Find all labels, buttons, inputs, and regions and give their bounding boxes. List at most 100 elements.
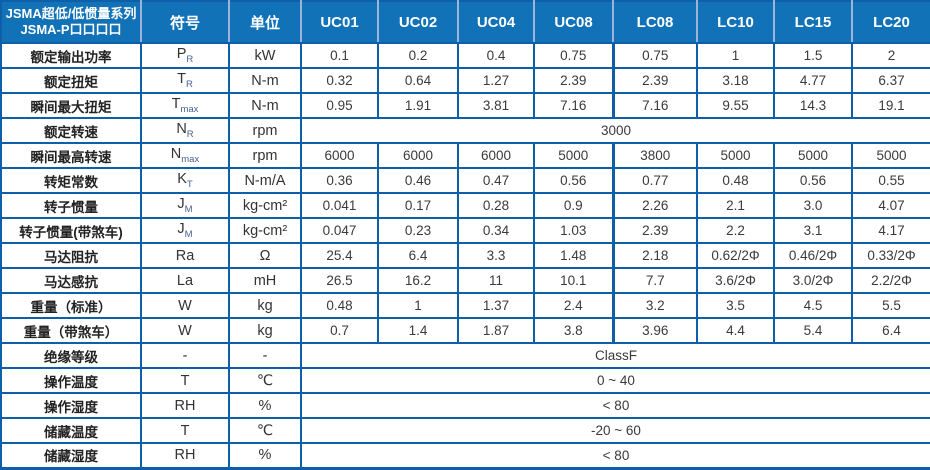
symbol-subscript: M [184, 203, 193, 215]
cell-lc08: 0.77 [611, 167, 698, 194]
cell-lc08: 2.39 [611, 217, 698, 244]
row-symbol: T [140, 367, 230, 394]
row-label: 额定扭矩 [0, 67, 142, 94]
cell-lc10: 2.1 [696, 192, 775, 219]
cell-lc10: 5000 [696, 142, 775, 169]
column-header-lc20: LC20 [851, 1, 930, 44]
table-row: 转矩常数 KT N-m/A 0.36 0.46 0.47 0.56 0.77 0.48 0.56 0… [0, 167, 930, 194]
cell-lc15: 4.5 [773, 292, 853, 319]
table-body: 额定输出功率 PR kW 0.1 0.2 0.4 0.75 0.75 1 1.5 2 额定扭矩 TR N-… [0, 42, 930, 469]
row-label: 储藏温度 [0, 417, 142, 444]
cell-lc10: 3.18 [696, 67, 775, 94]
row-label: 绝缘等级 [0, 342, 142, 369]
row-unit: % [228, 392, 302, 419]
cell-uc02: 0.64 [377, 67, 459, 94]
cell-uc04: 1.37 [457, 292, 535, 319]
row-merged-value: -20 ~ 60 [300, 417, 930, 444]
cell-lc08: 3.2 [611, 292, 698, 319]
row-merged-value: 0 ~ 40 [300, 367, 930, 394]
cell-uc08: 10.1 [533, 267, 614, 294]
cell-uc02: 0.2 [377, 42, 459, 69]
cell-lc20: 0.33/2Φ [851, 242, 930, 269]
row-symbol: W [140, 292, 230, 319]
row-symbol: JM [140, 192, 230, 219]
cell-lc10: 3.5 [696, 292, 775, 319]
cell-lc08: 7.16 [611, 92, 698, 119]
series-title: JSMA超低/低惯量系列 JSMA-P口口口口 [0, 1, 141, 44]
row-symbol: Tmax [140, 92, 230, 119]
row-merged-value: 3000 [300, 117, 930, 144]
column-header-lc10: LC10 [696, 1, 774, 44]
cell-uc01: 0.95 [300, 92, 379, 119]
row-symbol: - [140, 342, 230, 369]
cell-uc04: 3.3 [457, 242, 535, 269]
table-row: 马达阻抗 Ra Ω 25.4 6.4 3.3 1.48 2.18 0.62/2Φ 0.46/2Φ 0… [0, 242, 930, 269]
cell-lc20: 4.17 [851, 217, 930, 244]
cell-lc20: 2.2/2Φ [851, 267, 930, 294]
row-symbol: NR [140, 117, 230, 144]
cell-uc04: 11 [457, 267, 535, 294]
row-symbol: Ra [140, 242, 230, 269]
row-symbol: TR [140, 67, 230, 94]
cell-uc04: 0.4 [457, 42, 535, 69]
row-unit: N-m [228, 92, 302, 119]
row-unit: kg [228, 292, 302, 319]
column-header-uc04: UC04 [457, 1, 534, 44]
cell-uc02: 16.2 [377, 267, 459, 294]
row-label: 额定转速 [0, 117, 142, 144]
table-row: 储藏湿度 RH% < 80 [0, 442, 930, 469]
row-merged-value: ClassF [300, 342, 930, 369]
row-symbol: RH [140, 392, 230, 419]
row-unit: kW [228, 42, 302, 69]
cell-uc04: 0.47 [457, 167, 535, 194]
table-row: 转子惯量 JM kg-cm² 0.041 0.17 0.28 0.9 2.26 2.1 3.0 4.… [0, 192, 930, 219]
column-header-unit: 单位 [228, 1, 301, 44]
cell-lc20: 2 [851, 42, 930, 69]
cell-uc02: 6000 [377, 142, 459, 169]
column-header-uc01: UC01 [300, 1, 378, 44]
row-symbol: PR [140, 42, 230, 69]
row-unit: rpm [228, 142, 302, 169]
table-header: JSMA超低/低惯量系列 JSMA-P口口口口 符号 单位 UC01 UC02 UC… [0, 1, 930, 44]
column-header-symbol: 符号 [140, 1, 229, 44]
cell-uc04: 0.34 [457, 217, 535, 244]
cell-lc10: 1 [696, 42, 775, 69]
symbol-subscript: M [184, 228, 193, 240]
table-row: 绝缘等级 - - ClassF [0, 342, 930, 369]
row-label: 转子惯量(带煞车) [0, 217, 142, 244]
table-row: 额定转速 NR rpm 3000 [0, 117, 930, 144]
cell-lc08: 2.26 [611, 192, 698, 219]
symbol-subscript: R [186, 128, 194, 140]
row-symbol: RH [140, 442, 230, 469]
cell-uc04: 3.81 [457, 92, 535, 119]
row-merged-value: < 80 [300, 392, 930, 419]
table-row: 储藏温度 T ℃ -20 ~ 60 [0, 417, 930, 444]
row-unit: Ω [228, 242, 302, 269]
cell-lc15: 5.4 [773, 317, 853, 344]
column-header-uc02: UC02 [377, 1, 458, 44]
cell-uc01: 0.32 [300, 67, 379, 94]
symbol-subscript: max [181, 153, 200, 165]
row-symbol: W [140, 317, 230, 344]
cell-uc01: 0.36 [300, 167, 379, 194]
cell-uc08: 1.03 [533, 217, 614, 244]
cell-uc01: 25.4 [300, 242, 379, 269]
series-title-line1: JSMA超低/低惯量系列 [5, 5, 137, 21]
row-label: 转矩常数 [0, 167, 142, 194]
cell-lc10: 0.48 [696, 167, 775, 194]
row-unit: N-m [228, 67, 302, 94]
cell-lc08: 3.96 [611, 317, 698, 344]
row-unit: % [228, 442, 302, 469]
row-label: 转子惯量 [0, 192, 142, 219]
row-unit: kg-cm² [228, 217, 302, 244]
cell-uc01: 6000 [300, 142, 379, 169]
cell-lc20: 6.4 [851, 317, 930, 344]
row-unit: kg-cm² [228, 192, 302, 219]
cell-lc20: 19.1 [851, 92, 930, 119]
column-header-lc15: LC15 [773, 1, 852, 44]
cell-uc01: 0.1 [300, 42, 379, 69]
row-symbol: Nmax [140, 142, 230, 169]
cell-uc08: 1.48 [533, 242, 614, 269]
cell-uc02: 1.91 [377, 92, 459, 119]
cell-lc15: 0.46/2Φ [773, 242, 853, 269]
